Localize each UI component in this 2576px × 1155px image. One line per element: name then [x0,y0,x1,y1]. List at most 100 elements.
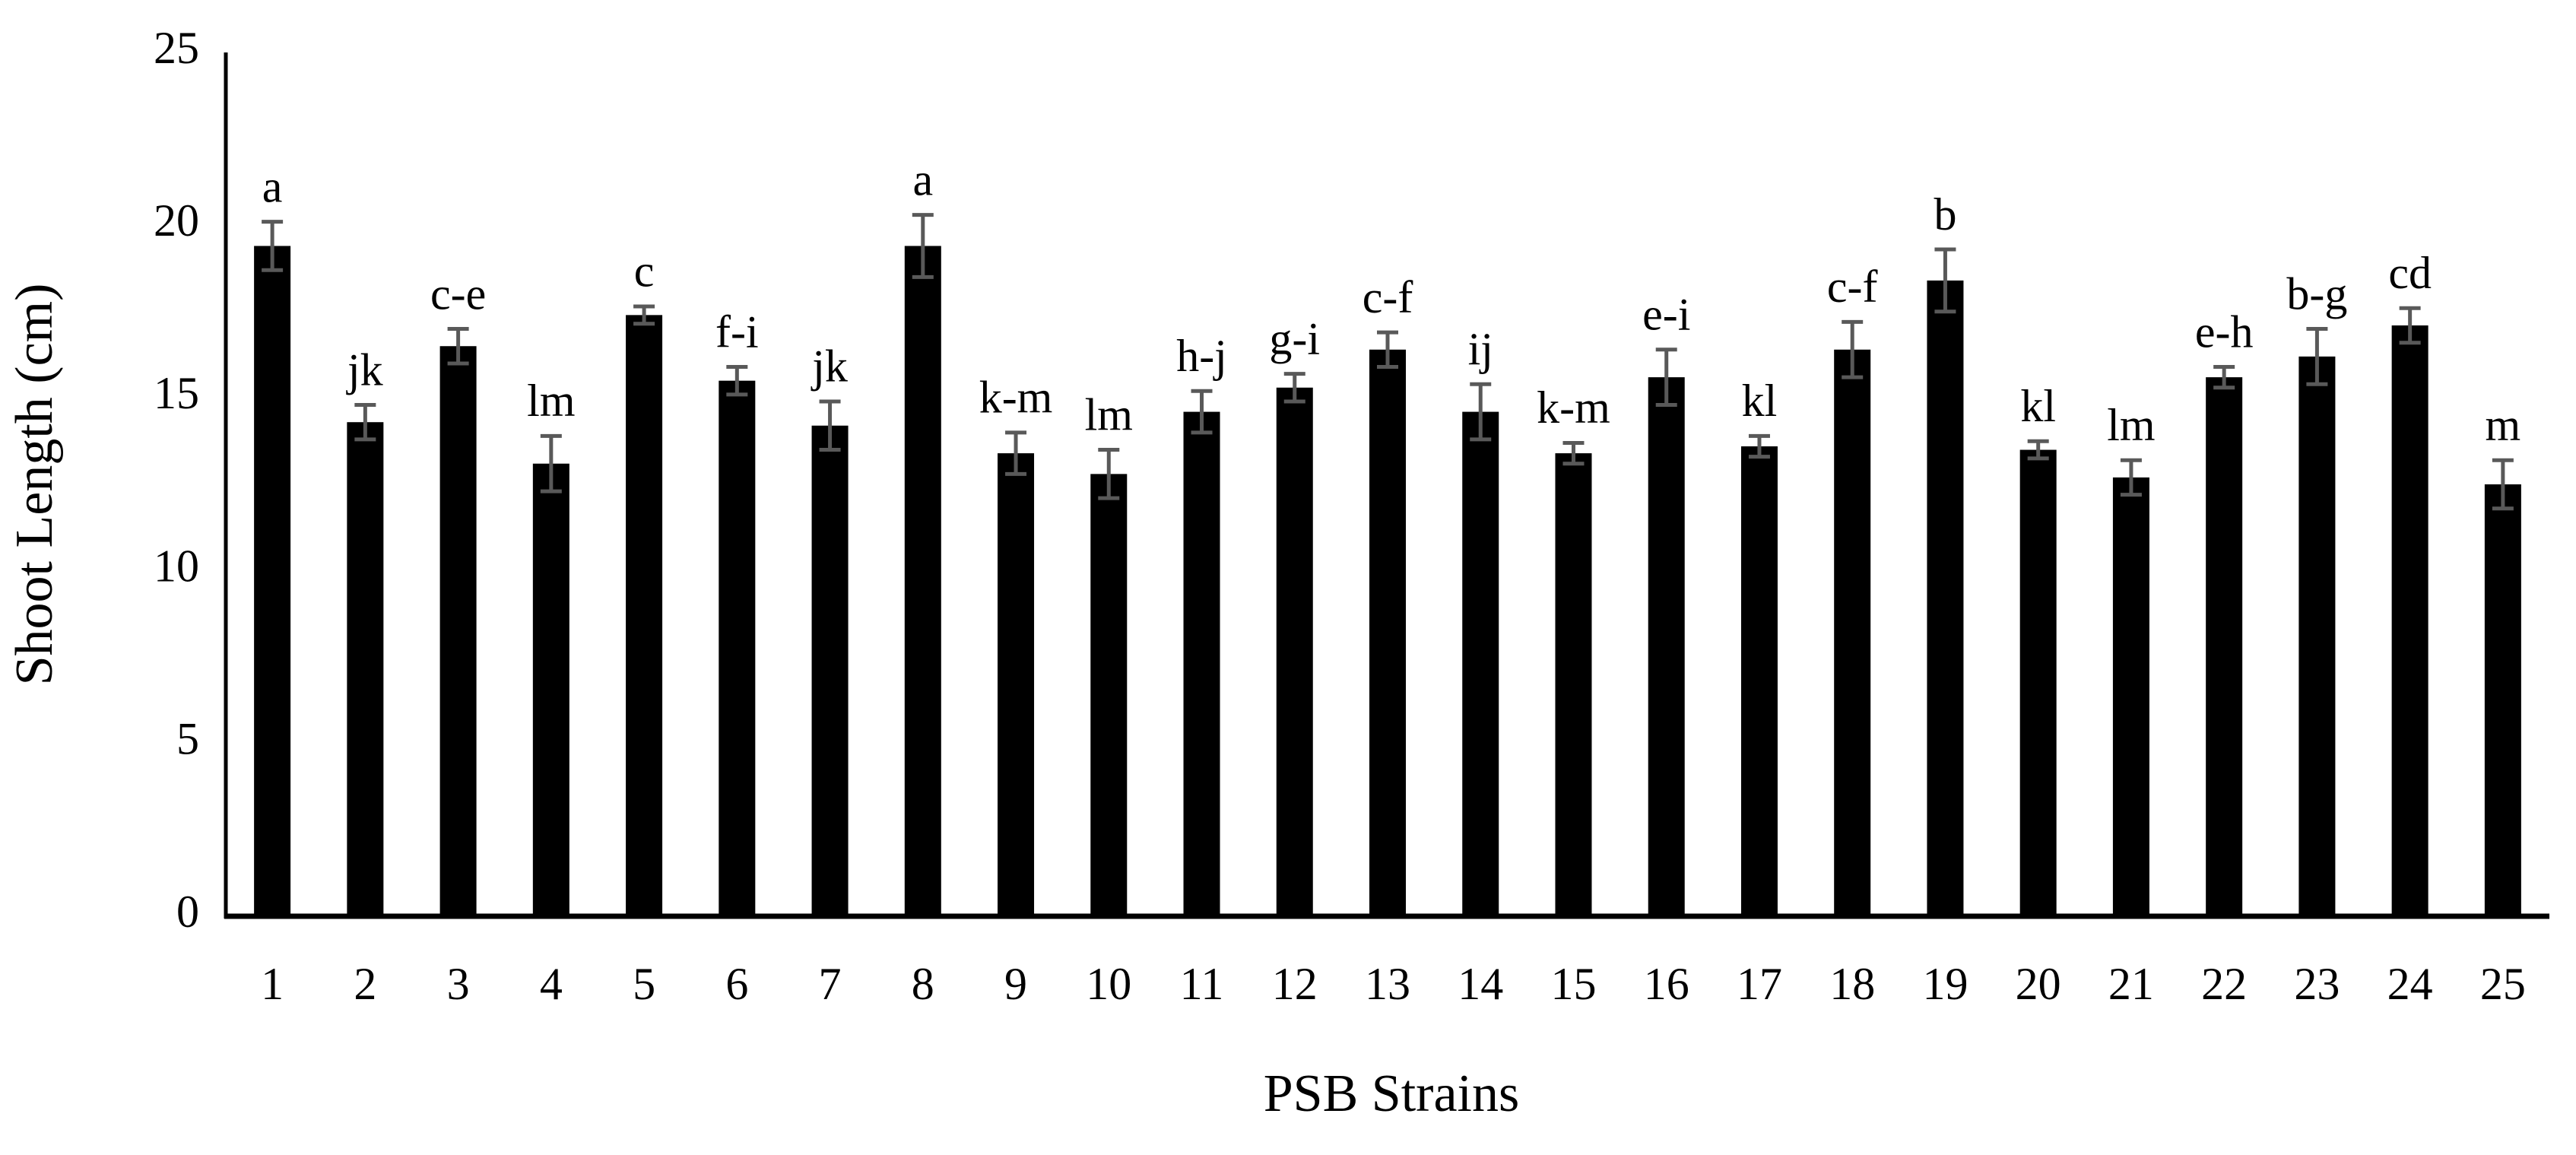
x-tick-label: 24 [2387,959,2433,1009]
bar [1834,349,1871,916]
bar [811,425,849,916]
error-bar [354,402,376,442]
bar [1369,349,1406,916]
bar [254,246,291,916]
x-tick-label: 6 [725,959,748,1009]
bar [1555,453,1592,916]
x-tick-label: 13 [1365,959,1410,1009]
x-tick-label: 1 [261,959,284,1009]
x-tick-label: 20 [2016,959,2061,1009]
significance-label: c [634,246,655,297]
bar [2112,477,2149,916]
error-bar [633,304,655,326]
x-tick-label: 21 [2108,959,2154,1009]
bar [998,453,1035,916]
bar [2484,484,2521,916]
x-tick-label: 3 [447,959,470,1009]
y-tick-label: 15 [154,368,199,418]
bar [2206,377,2243,916]
significance-label: a [912,154,933,205]
y-axis-title: Shoot Length (cm) [5,284,64,686]
bar [1183,411,1220,916]
bar [1462,411,1499,916]
significance-label: b-g [2286,268,2347,319]
error-bar [1098,448,1120,500]
y-tick-label: 0 [176,887,199,937]
significance-label: k-m [979,373,1053,423]
error-bar [1470,382,1492,442]
error-bar [1562,440,1585,466]
y-tick-label: 20 [154,195,199,246]
error-bar [819,399,841,452]
error-bar [1934,247,1956,314]
error-bar [1377,330,1398,370]
error-bar [2492,458,2514,511]
error-bar [2306,327,2328,386]
error-bar [1283,372,1305,404]
bar [347,422,384,916]
error-bar [262,220,284,272]
error-bar [2399,306,2421,345]
significance-label: f-i [715,306,759,357]
x-tick-label: 8 [912,959,934,1009]
error-bar [1842,319,1864,379]
significance-label: lm [527,376,575,426]
x-tick-label: 7 [819,959,842,1009]
error-bar [1748,433,1770,459]
significance-label: jk [811,341,848,392]
bar [1276,387,1313,916]
bar [2019,449,2057,916]
error-bar [540,433,562,493]
significance-label: a [262,161,283,211]
significance-label: k-m [1537,382,1610,433]
x-tick-label: 2 [354,959,376,1009]
significance-label: e-i [1642,290,1690,340]
significance-label: h-j [1176,331,1227,381]
error-bar [1655,347,1677,407]
bar [626,315,663,916]
error-bar [726,365,748,397]
y-tick-label: 25 [154,23,199,73]
x-tick-label: 10 [1086,959,1131,1009]
significance-label: e-h [2195,306,2254,357]
error-bar [2213,365,2235,390]
x-tick-label: 16 [1644,959,1689,1009]
significance-label: kl [1742,376,1778,426]
error-bar [447,327,469,366]
y-tick-label: 5 [176,714,199,764]
significance-label: c-f [1363,272,1413,322]
significance-label: lm [2107,400,2155,450]
bar [439,346,477,916]
x-tick-label: 5 [633,959,655,1009]
x-tick-label: 15 [1550,959,1596,1009]
error-bar [2120,458,2142,497]
bar [2298,356,2336,916]
significance-label: m [2486,400,2521,450]
bar [2391,325,2428,916]
error-bar [2027,439,2049,461]
x-tick-label: 11 [1180,959,1224,1009]
bar [1927,280,1964,916]
significance-label: ij [1468,324,1493,374]
significance-label: g-i [1269,313,1320,363]
error-bar [1005,430,1027,476]
significance-label: cd [2388,248,2432,298]
x-axis-title: PSB Strains [1264,1065,1520,1123]
bar [904,246,941,916]
x-tick-label: 4 [540,959,563,1009]
bar [532,463,569,916]
x-tick-label: 12 [1272,959,1318,1009]
significance-label: kl [2020,381,2056,431]
bar [1090,474,1128,916]
significance-label: jk [346,344,383,395]
x-tick-label: 18 [1829,959,1875,1009]
significance-label: c-f [1827,262,1878,312]
x-tick-label: 14 [1458,959,1503,1009]
significance-label: lm [1085,389,1133,439]
bar [719,380,756,916]
x-tick-label: 23 [2294,959,2340,1009]
x-tick-label: 19 [1922,959,1968,1009]
bar [1648,377,1685,916]
